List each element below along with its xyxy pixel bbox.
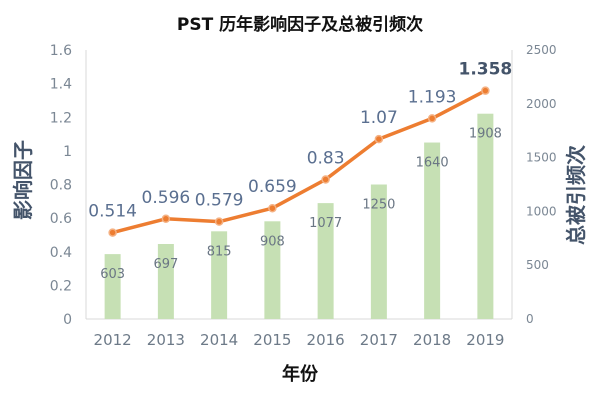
bar-value-label: 697 <box>153 257 178 272</box>
y-axis-title-left: 影响因子 <box>11 140 35 220</box>
bar <box>104 254 121 319</box>
line-value-label: 0.514 <box>88 202 137 222</box>
y-tick-label-left: 1.6 <box>50 43 72 59</box>
chart-title: PST 历年影响因子及总被引频次 <box>177 14 423 35</box>
line-point <box>374 134 384 144</box>
x-tick-label: 2012 <box>94 331 132 349</box>
bar-value-label: 815 <box>207 244 232 259</box>
line-point <box>161 214 171 224</box>
bar <box>370 184 387 319</box>
x-tick-label: 2016 <box>307 331 345 349</box>
line-value-label: 1.358 <box>458 60 512 80</box>
y-tick-label-right: 0 <box>526 312 534 326</box>
line-point <box>321 175 330 184</box>
line-value-label: 0.83 <box>307 148 345 168</box>
bar <box>264 221 281 319</box>
y-tick-label-left: 0.8 <box>50 178 72 194</box>
bar-value-label: 1640 <box>416 156 449 171</box>
bar <box>424 142 441 319</box>
y-tick-label-right: 2500 <box>526 43 557 57</box>
y-tick-label-left: 1.4 <box>50 77 72 93</box>
line-value-label: 0.596 <box>142 188 191 208</box>
line-value-label: 0.659 <box>248 177 297 197</box>
bar <box>317 203 334 319</box>
bar-value-label: 1908 <box>469 127 502 142</box>
bar <box>157 244 174 319</box>
x-tick-label: 2015 <box>253 331 291 349</box>
line-point <box>481 86 490 95</box>
y-tick-label-right: 2000 <box>526 97 557 111</box>
x-tick-label: 2013 <box>147 331 185 349</box>
line-value-label: 1.07 <box>360 108 398 128</box>
y-tick-label-left: 1.2 <box>50 110 72 126</box>
line-point <box>214 217 224 226</box>
line-series <box>110 88 488 235</box>
bar-value-label: 1250 <box>362 198 395 213</box>
bar-value-label: 908 <box>260 234 285 249</box>
y-tick-label-left: 0.6 <box>50 211 72 227</box>
y-tick-label-right: 500 <box>526 258 549 272</box>
x-tick-label: 2018 <box>413 331 451 349</box>
bar-value-label: 1077 <box>309 216 342 231</box>
x-tick-label: 2019 <box>466 331 504 349</box>
bar <box>211 231 228 319</box>
y-tick-label-left: 1 <box>63 144 72 160</box>
line-value-label: 0.579 <box>195 191 244 211</box>
bar <box>477 113 494 319</box>
y-tick-label-right: 1000 <box>526 204 557 218</box>
line-value-label: 1.193 <box>408 87 457 107</box>
x-axis-title: 年份 <box>282 363 319 385</box>
x-tick-label: 2017 <box>360 331 398 349</box>
y-tick-label-left: 0.4 <box>50 245 72 261</box>
line-point <box>268 203 277 213</box>
line-point <box>427 114 437 123</box>
y-tick-label-left: 0.2 <box>50 278 72 294</box>
y-axis-title-right: 总被引频次 <box>564 145 588 245</box>
line-point <box>108 228 117 237</box>
bar-value-label: 603 <box>100 267 125 282</box>
plot-area: 0 0.2 0.4 0.6 0.8 1 1.2 1.4 1.6 0 500 1000 1500 2000 2… <box>50 43 557 349</box>
y-tick-label-right: 1500 <box>526 151 557 165</box>
y-tick-label-left: 0 <box>63 312 72 328</box>
x-tick-label: 2014 <box>200 331 238 349</box>
